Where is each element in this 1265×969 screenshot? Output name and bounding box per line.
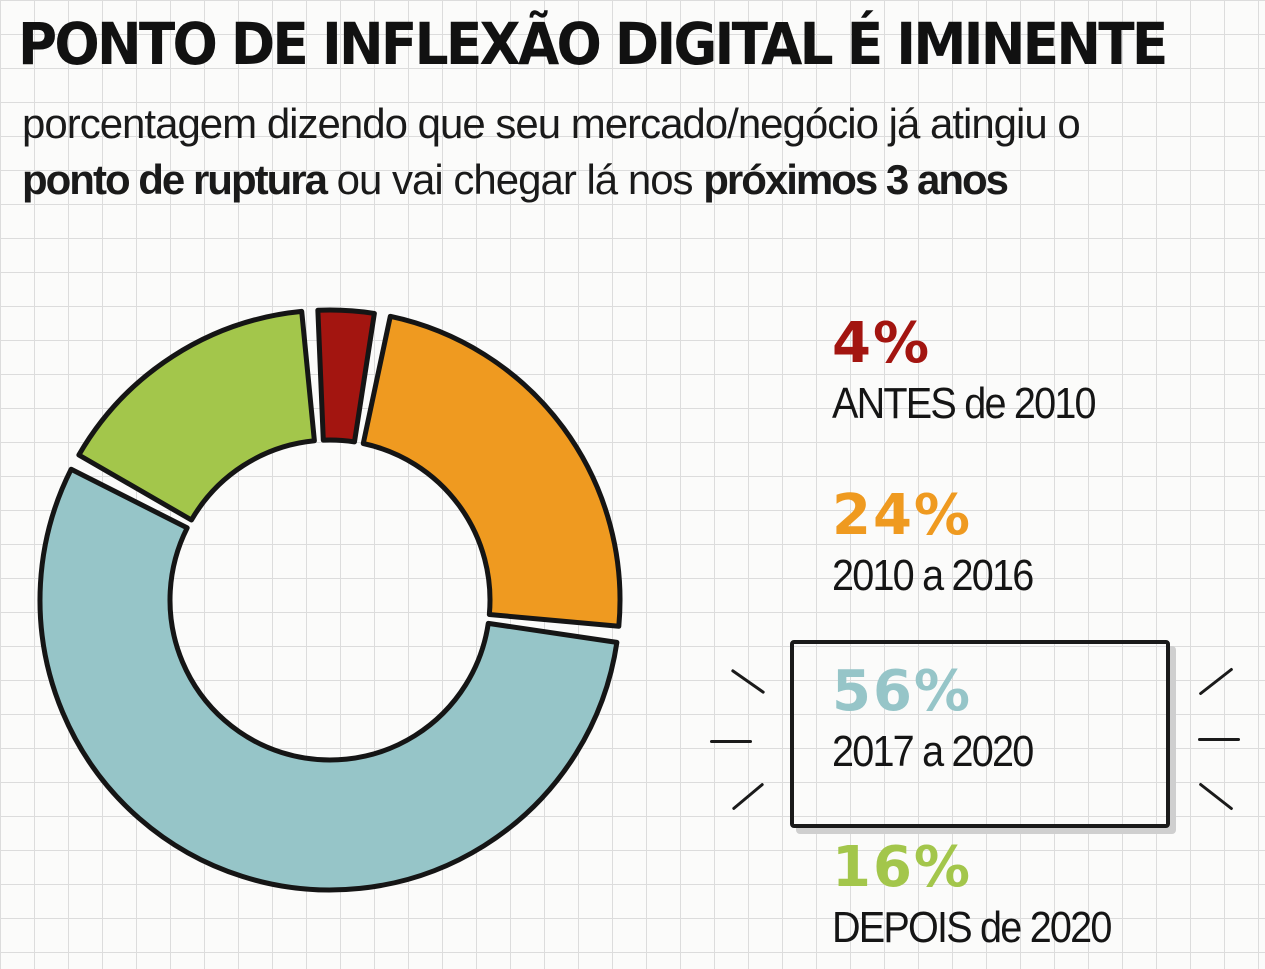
- legend-label: ANTES de 2010: [832, 379, 1097, 428]
- donut-slice-depois-de-2020: [76, 308, 317, 523]
- legend-value: 56%: [832, 659, 973, 724]
- subtitle-line1: porcentagem dizendo que seu mercado/negó…: [22, 100, 1081, 147]
- donut-slice-2017-a-2020: [37, 466, 620, 893]
- highlight-ray: [730, 668, 766, 695]
- highlight-box: [790, 640, 1170, 828]
- legend-value: 24%: [832, 483, 973, 548]
- highlight-ray: [1198, 738, 1240, 741]
- chart-title: PONTO DE INFLEXÃO DIGITAL É IMINENTE: [18, 10, 1168, 78]
- legend-item-antes-2010: 4% ANTES de 2010: [832, 312, 1124, 432]
- highlight-ray: [1198, 782, 1234, 811]
- donut-chart: [37, 307, 623, 893]
- subtitle-bold-breakpoint: ponto de ruptura: [22, 156, 328, 203]
- donut-slice-2010-a-2016: [360, 313, 623, 629]
- subtitle-bold-years: próximos 3 anos: [703, 156, 1009, 203]
- legend-item-2017-2020: 56% 2017 a 2020: [832, 660, 1055, 780]
- highlight-ray: [1198, 667, 1234, 696]
- legend-label: 2010 a 2016: [832, 551, 1034, 600]
- donut-slice-antes-de-2010: [315, 307, 377, 445]
- legend-value: 16%: [832, 835, 973, 900]
- legend-value: 4%: [832, 311, 932, 376]
- highlight-ray: [731, 782, 765, 811]
- highlight-ray: [710, 740, 752, 743]
- legend-item-depois-2020: 16% DEPOIS de 2020: [832, 836, 1142, 956]
- chart-subtitle: porcentagem dizendo que seu mercado/negó…: [22, 96, 1222, 208]
- subtitle-mid: ou vai chegar lá nos: [325, 156, 704, 203]
- legend-item-2010-2016: 24% 2010 a 2016: [832, 484, 1055, 604]
- legend-label: DEPOIS de 2020: [832, 903, 1112, 952]
- legend-label: 2017 a 2020: [832, 727, 1034, 776]
